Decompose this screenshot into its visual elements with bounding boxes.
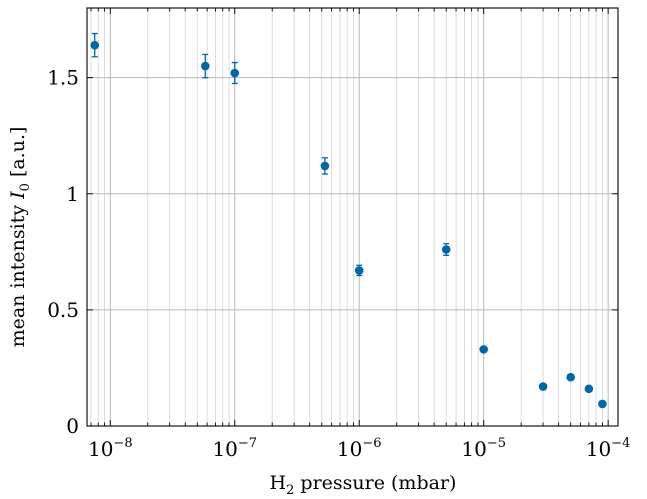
y-tick-label: 0.5 <box>47 298 79 322</box>
y-axis-label: mean intensity I0 [a.u.] <box>7 127 33 348</box>
data-point <box>584 384 594 394</box>
x-tick-labels: 10−8 10−7 10−6 10−5 10−4 <box>88 436 630 461</box>
plot-area-frame <box>86 7 619 427</box>
x-axis-label: H2 pressure (mbar) <box>270 472 457 498</box>
data-point <box>201 61 210 71</box>
x-tick-label: 10−5 <box>461 436 506 461</box>
x-tick-label: 10−4 <box>586 436 631 461</box>
x-tick-label: 10−7 <box>212 436 257 461</box>
data-point <box>230 68 240 78</box>
data-points <box>90 32 607 409</box>
y-tick-labels: 0 0.5 1 1.5 <box>47 66 79 438</box>
y-tick-label: 0 <box>66 414 79 438</box>
data-point <box>479 345 488 354</box>
x-tick-label: 10−8 <box>88 436 133 461</box>
data-point <box>441 245 451 254</box>
grid <box>87 8 618 427</box>
data-point <box>354 266 364 275</box>
data-point <box>566 372 575 382</box>
y-tick-label: 1 <box>66 182 79 206</box>
tick-marks <box>87 8 618 427</box>
data-point <box>90 40 100 50</box>
x-tick-label: 10−6 <box>337 436 382 461</box>
y-tick-label: 1.5 <box>47 66 79 90</box>
data-point <box>320 161 330 171</box>
data-point <box>598 399 607 409</box>
data-point <box>538 382 548 391</box>
